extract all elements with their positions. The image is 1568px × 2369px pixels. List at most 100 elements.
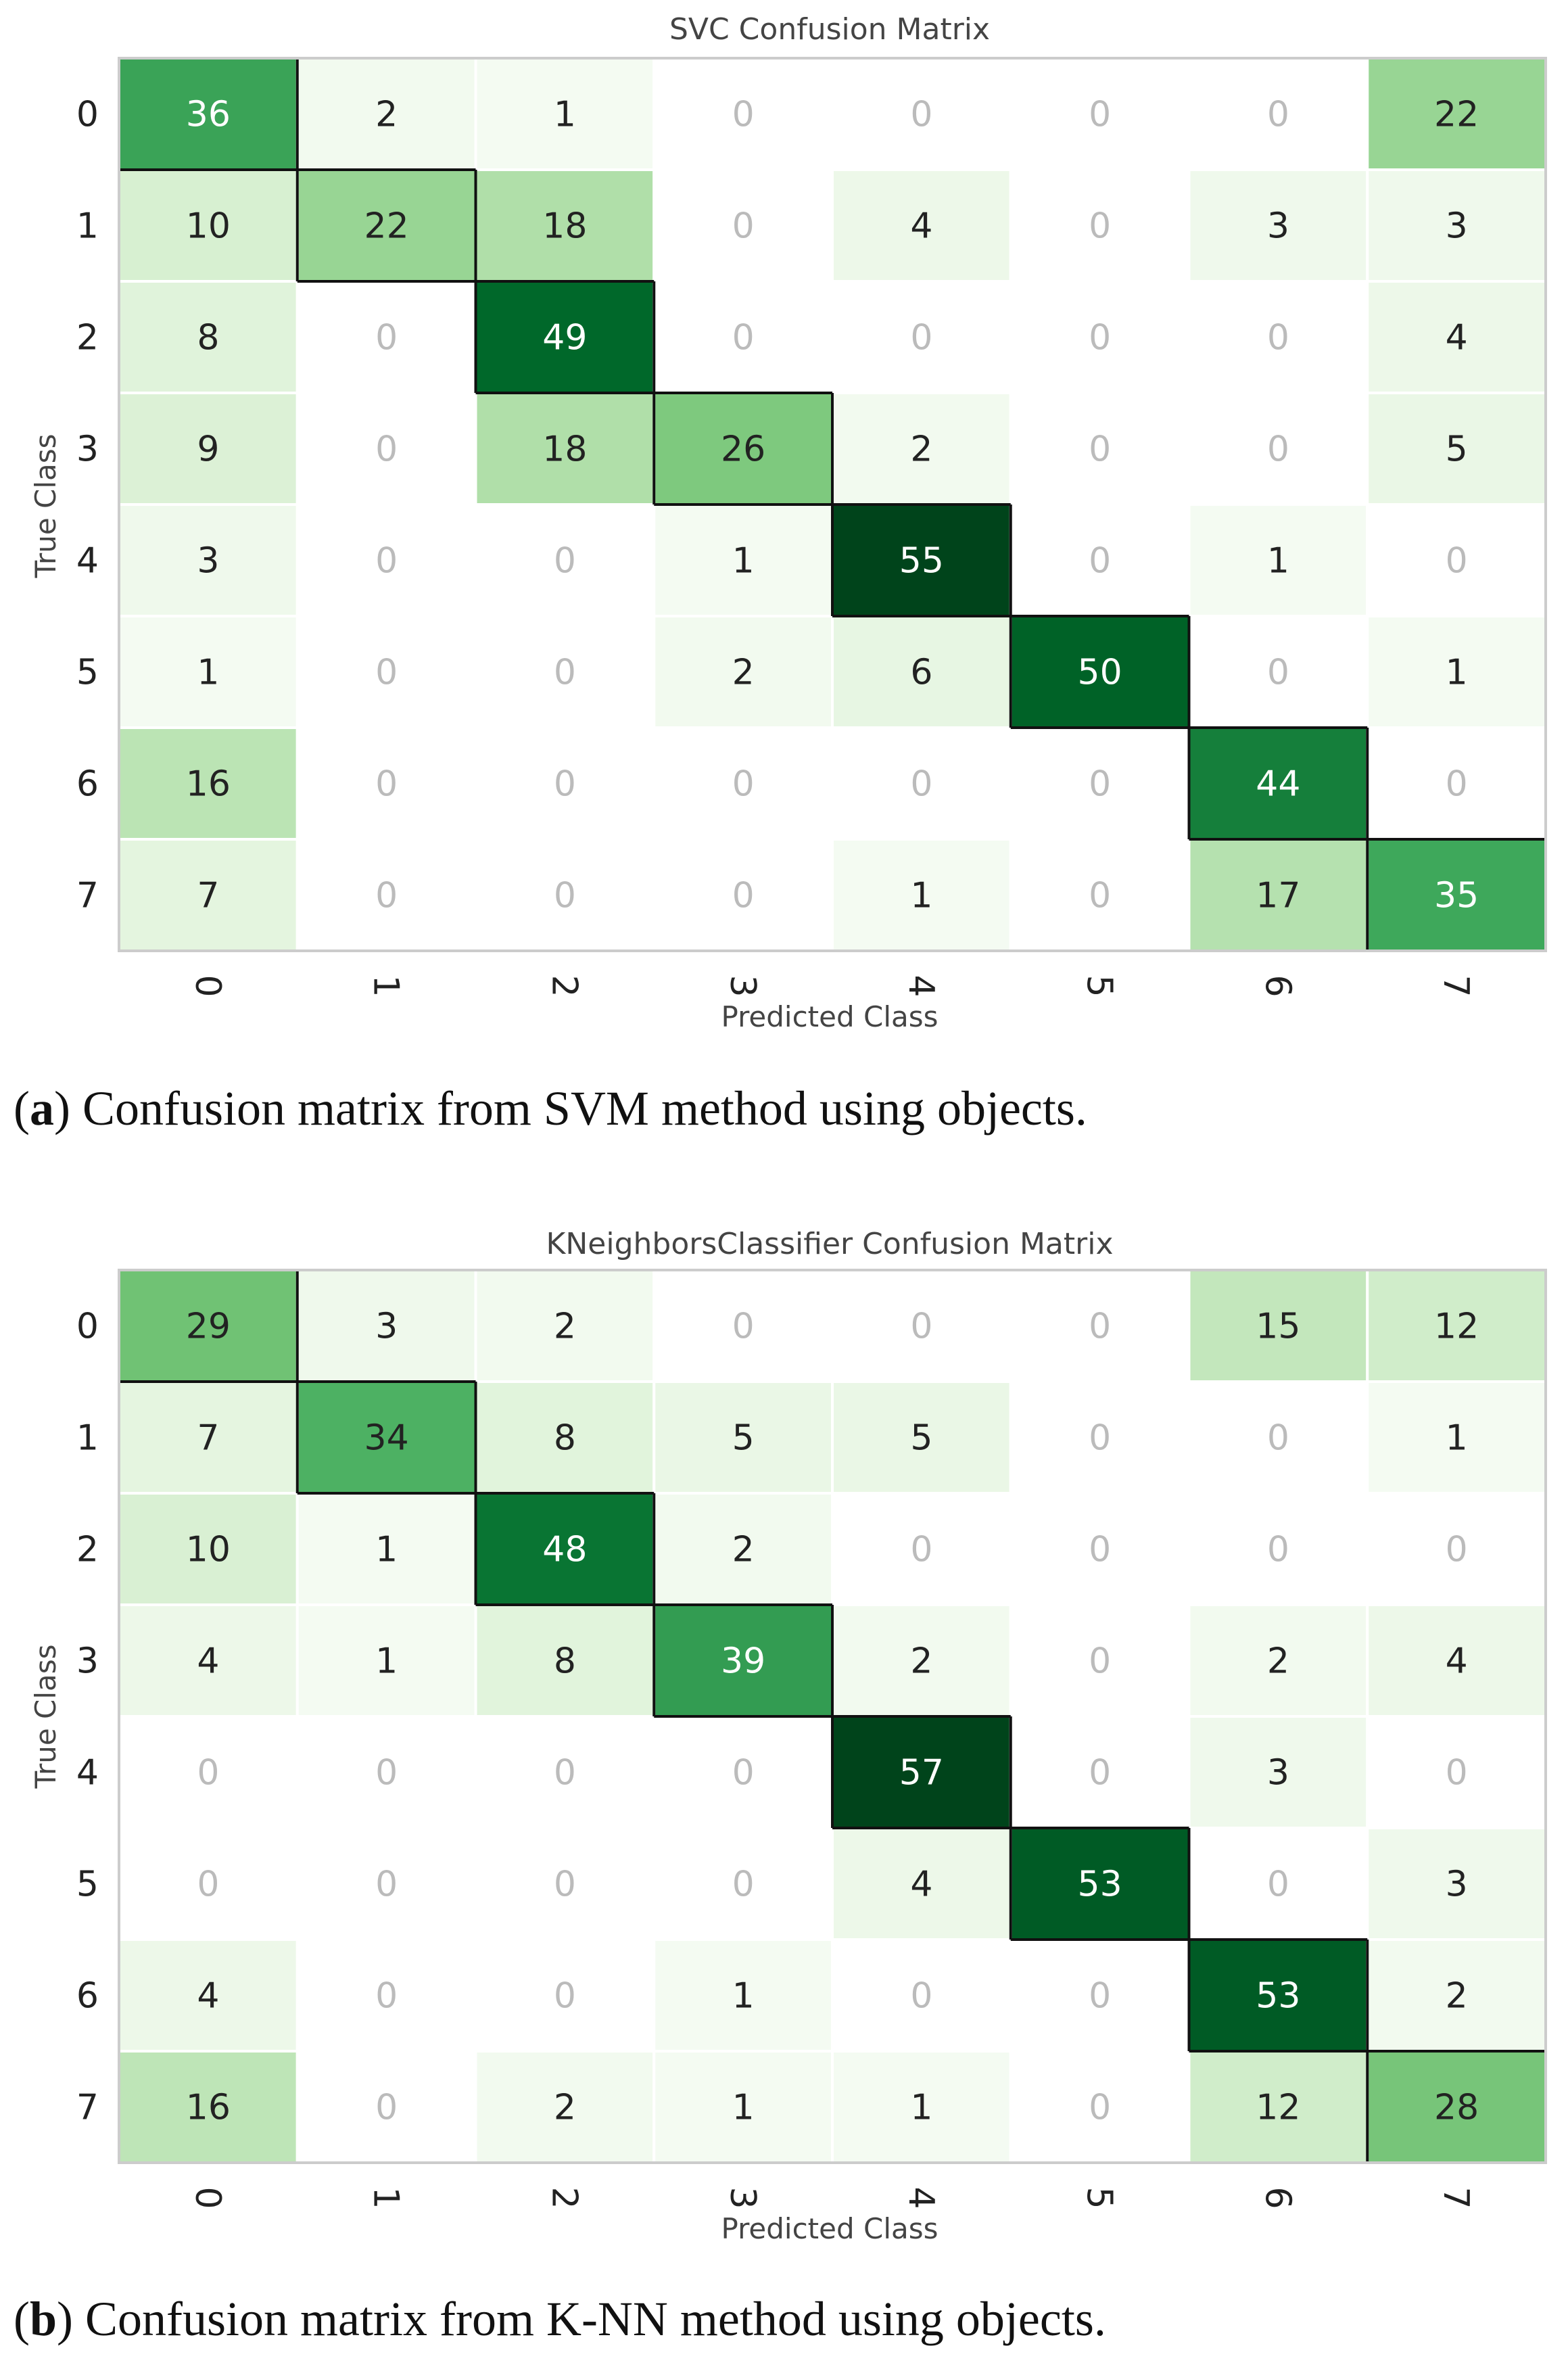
cell-value-label: 3 bbox=[1446, 206, 1468, 247]
cell-value-label: 0 bbox=[375, 1976, 398, 2017]
plot-frame bbox=[118, 1269, 1547, 2164]
diagonal-cell-border bbox=[295, 1380, 477, 1495]
cell-value-label: 0 bbox=[197, 1753, 219, 1793]
heatmap-cell bbox=[295, 838, 477, 952]
cell-value-label: 2 bbox=[375, 95, 398, 135]
heatmap-cell bbox=[652, 503, 834, 617]
y-tick-label: 5 bbox=[76, 1864, 99, 1905]
caption-label: a bbox=[30, 1081, 54, 1135]
y-tick-label: 6 bbox=[76, 1976, 99, 2017]
heatmap-cell bbox=[118, 503, 299, 617]
diagonal-cell-border bbox=[1187, 726, 1369, 841]
cell-value-label: 1 bbox=[1446, 1418, 1468, 1459]
heatmap-cell bbox=[652, 1269, 834, 1383]
heatmap-cell bbox=[295, 280, 477, 394]
cell-value-label: 8 bbox=[554, 1641, 576, 1682]
cell-value-label: 1 bbox=[1446, 653, 1468, 693]
cell-value-label: 57 bbox=[899, 1753, 944, 1793]
cell-value-label: 48 bbox=[542, 1530, 587, 1570]
cell-value-label: 3 bbox=[375, 1307, 398, 1347]
cell-value-label: 0 bbox=[1267, 95, 1289, 135]
heatmap-cell bbox=[831, 615, 1012, 729]
caption-text: Confusion matrix from K-NN method using … bbox=[73, 2292, 1106, 2346]
cell-value-label: 0 bbox=[375, 764, 398, 805]
heatmap-cell bbox=[831, 1715, 1012, 1829]
heatmap-cell bbox=[474, 1492, 656, 1606]
heatmap-cell bbox=[295, 1380, 477, 1495]
heatmap-cell bbox=[1009, 1603, 1191, 1718]
heatmap-cell bbox=[1366, 1492, 1547, 1606]
diagonal-cell-border bbox=[474, 1492, 656, 1606]
cell-value-label: 1 bbox=[1267, 541, 1289, 582]
cell-value-label: 0 bbox=[554, 1864, 576, 1905]
y-tick-label: 4 bbox=[76, 541, 99, 582]
cell-value-label: 0 bbox=[375, 2088, 398, 2128]
heatmap-cell bbox=[1366, 392, 1547, 506]
y-tick-label: 6 bbox=[76, 764, 99, 805]
cell-value-label: 6 bbox=[910, 653, 932, 693]
cell-value-label: 0 bbox=[375, 1753, 398, 1793]
heatmap-cell bbox=[474, 838, 656, 952]
heatmap-cell bbox=[1009, 726, 1191, 841]
heatmap-cell bbox=[474, 1380, 656, 1495]
diagonal-cell-border bbox=[1009, 615, 1191, 729]
caption-text: Confusion matrix from SVM method using o… bbox=[70, 1081, 1087, 1135]
diagonal-cell-border bbox=[652, 1603, 834, 1718]
cell-value-label: 0 bbox=[554, 1976, 576, 2017]
cell-value-label: 0 bbox=[1089, 764, 1111, 805]
y-tick-label: 4 bbox=[76, 1753, 99, 1793]
heatmap-cell bbox=[474, 1827, 656, 1941]
caption-label: b bbox=[30, 2292, 57, 2346]
y-tick-labels: 0 1 2 3 4 5 6 7 bbox=[76, 1307, 99, 2128]
heatmap-cell bbox=[118, 57, 299, 171]
cell-value-label: 0 bbox=[732, 876, 755, 916]
y-tick-label: 7 bbox=[76, 2088, 99, 2128]
x-tick-label: 4 bbox=[901, 975, 941, 997]
cell-value-label: 2 bbox=[910, 429, 932, 470]
cell-value-label: 22 bbox=[364, 206, 409, 247]
cell-value-label: 0 bbox=[1089, 541, 1111, 582]
cell-value-label: 4 bbox=[197, 1976, 219, 2017]
cell-value-label: 0 bbox=[910, 318, 932, 358]
diagonal-cell-border bbox=[831, 1715, 1012, 1829]
cell-value-label: 0 bbox=[375, 1864, 398, 1905]
heatmap-cell bbox=[1366, 615, 1547, 729]
heatmap-cell bbox=[831, 726, 1012, 841]
cell-value-label: 34 bbox=[364, 1418, 409, 1459]
diagonal-cell-border bbox=[119, 58, 299, 171]
diagonal-cell-border bbox=[1366, 2050, 1546, 2163]
cell-value-label: 1 bbox=[732, 2088, 755, 2128]
cell-value-label: 0 bbox=[1089, 1418, 1111, 1459]
cell-value-label: 1 bbox=[197, 653, 219, 693]
heatmap-cell bbox=[652, 2050, 834, 2164]
cell-value-label: 0 bbox=[1267, 1530, 1289, 1570]
diagonal-cell-border bbox=[1009, 1827, 1191, 1941]
cell-value-label: 1 bbox=[375, 1530, 398, 1570]
heatmap-cell bbox=[295, 1715, 477, 1829]
cell-value-label: 7 bbox=[197, 876, 219, 916]
cell-value-label: 0 bbox=[910, 1307, 932, 1347]
x-tick-label: 0 bbox=[187, 2186, 228, 2209]
heatmap-cell bbox=[118, 168, 299, 283]
heatmap-cell bbox=[831, 168, 1012, 283]
cell-value-label: 44 bbox=[1256, 764, 1300, 805]
cell-value-label: 4 bbox=[1446, 318, 1468, 358]
knn-confusion-matrix-panel: KNeighborsClassifier Confusion Matrix Tr… bbox=[14, 1227, 1547, 2346]
cell-value-label: 1 bbox=[732, 1976, 755, 2017]
cell-value-label: 10 bbox=[186, 206, 231, 247]
y-tick-label: 1 bbox=[76, 1418, 99, 1459]
cell-value-label: 0 bbox=[1089, 206, 1111, 247]
heatmap-cell bbox=[474, 1938, 656, 2053]
cell-value-label: 26 bbox=[721, 429, 765, 470]
cell-value-label: 2 bbox=[1267, 1641, 1289, 1682]
caption-b: (b) Confusion matrix from K-NN method us… bbox=[14, 2292, 1106, 2346]
y-tick-label: 1 bbox=[76, 206, 99, 247]
cell-value-label: 0 bbox=[1089, 1307, 1111, 1347]
cell-value-label: 0 bbox=[375, 541, 398, 582]
heatmap-cell bbox=[118, 1380, 299, 1495]
cell-value-label: 1 bbox=[554, 95, 576, 135]
cell-value-label: 0 bbox=[732, 1753, 755, 1793]
cell-value-label: 53 bbox=[1256, 1976, 1300, 2017]
cell-value-label: 0 bbox=[375, 318, 398, 358]
